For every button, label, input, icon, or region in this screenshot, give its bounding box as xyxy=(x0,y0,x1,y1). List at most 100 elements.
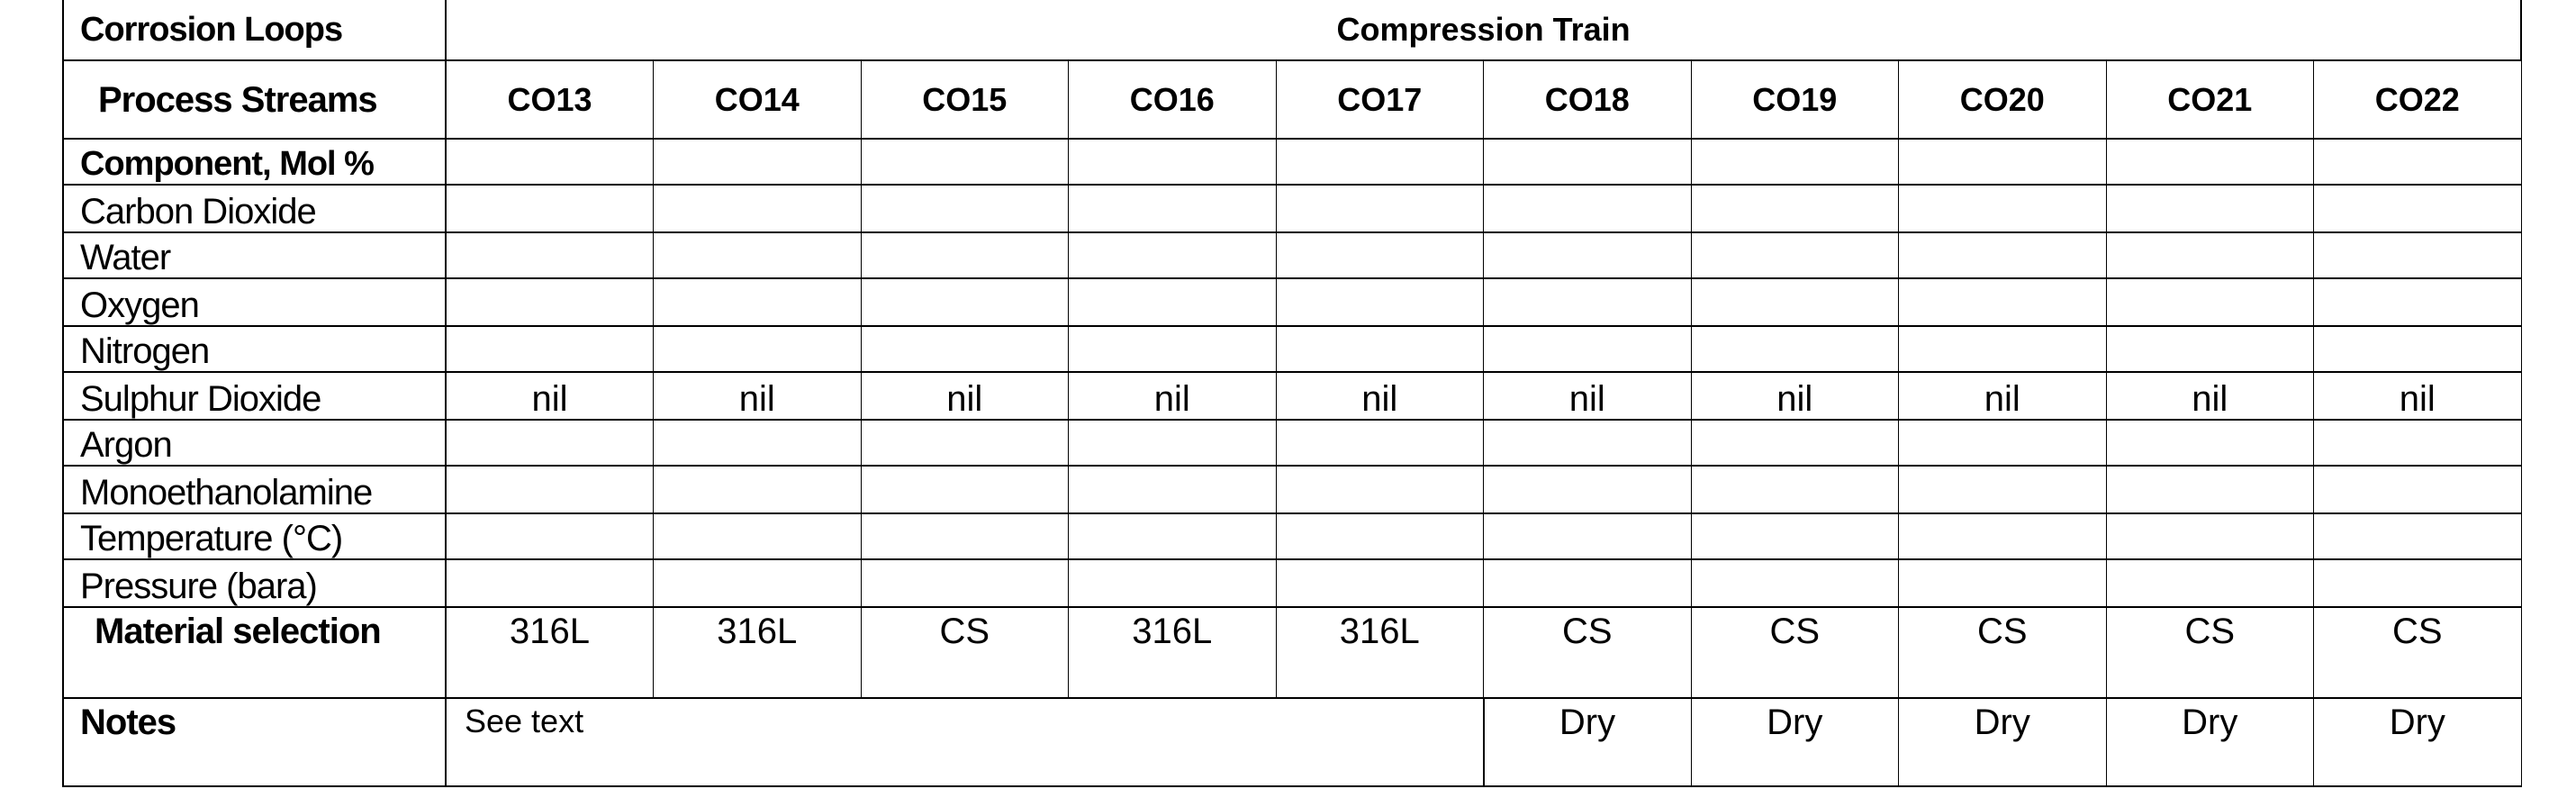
header-row-corrosion-loops: Corrosion Loops Compression Train xyxy=(62,0,2523,61)
table-cell xyxy=(653,231,862,279)
table-cell xyxy=(653,558,862,608)
corrosion-loops-table: Corrosion Loops Compression Train Proces… xyxy=(62,0,2523,787)
table-cell xyxy=(2313,419,2522,467)
stream-header-co21: CO21 xyxy=(2105,59,2314,140)
table-cell xyxy=(653,184,862,233)
table-cell xyxy=(2313,512,2522,560)
table-row: Pressure (bara) xyxy=(62,558,2522,608)
notes-cell: Dry xyxy=(1898,697,2107,787)
table-cell: nil xyxy=(2105,371,2314,421)
table-cell xyxy=(1275,138,1484,186)
table-cell xyxy=(2313,138,2522,186)
table-cell xyxy=(2105,419,2314,467)
material-cell: CS xyxy=(1483,606,1692,699)
table-cell xyxy=(445,465,654,514)
table-cell: nil xyxy=(860,371,1069,421)
table-cell xyxy=(1483,325,1692,373)
notes-row: Notes See text Dry Dry Dry Dry Dry xyxy=(62,697,2522,787)
table-cell xyxy=(1275,231,1484,279)
table-cell: nil xyxy=(445,371,654,421)
table-cell xyxy=(1483,138,1692,186)
row-label: Pressure (bara) xyxy=(62,558,447,608)
table-row: Component, Mol % xyxy=(62,138,2522,186)
table-cell: nil xyxy=(2313,371,2522,421)
table-cell xyxy=(1068,231,1277,279)
row-label: Water xyxy=(62,231,447,279)
material-cell: CS xyxy=(1690,606,1899,699)
table-cell xyxy=(445,277,654,327)
table-cell xyxy=(653,465,862,514)
table-cell xyxy=(2105,512,2314,560)
notes-cell: Dry xyxy=(2313,697,2522,787)
row-label: Monoethanolamine xyxy=(62,465,447,514)
table-cell xyxy=(860,184,1069,233)
table-cell xyxy=(1275,277,1484,327)
table-cell xyxy=(1690,558,1899,608)
material-cell: CS xyxy=(2105,606,2314,699)
table-cell: nil xyxy=(1068,371,1277,421)
table-cell xyxy=(1068,184,1277,233)
header-row-process-streams: Process Streams CO13 CO14 CO15 CO16 CO17 CO18… xyxy=(62,59,2522,140)
table-cell xyxy=(1898,325,2107,373)
stream-header-co18: CO18 xyxy=(1483,59,1692,140)
stream-header-co19: CO19 xyxy=(1690,59,1899,140)
row-label: Argon xyxy=(62,419,447,467)
table-cell xyxy=(445,558,654,608)
table-cell xyxy=(2313,558,2522,608)
row-label: Nitrogen xyxy=(62,325,447,373)
table-cell xyxy=(2105,138,2314,186)
stream-header-co17: CO17 xyxy=(1275,59,1484,140)
table-cell xyxy=(1275,184,1484,233)
table-row: Temperature (°C) xyxy=(62,512,2522,560)
table-cell xyxy=(860,277,1069,327)
table-cell xyxy=(860,419,1069,467)
material-selection-row: Material selection 316L 316L CS 316L 316L CS CS… xyxy=(62,606,2522,699)
table-cell xyxy=(1068,419,1277,467)
table-cell xyxy=(653,138,862,186)
table-cell: nil xyxy=(1275,371,1484,421)
table-row: Sulphur Dioxide nil nil nil nil nil nil nil nil n… xyxy=(62,371,2522,421)
stream-header-co13: CO13 xyxy=(445,59,654,140)
corrosion-loops-label: Corrosion Loops xyxy=(62,0,447,61)
notes-cell: Dry xyxy=(2105,697,2314,787)
table-cell xyxy=(1690,512,1899,560)
table-cell xyxy=(1690,419,1899,467)
table-cell xyxy=(1898,419,2107,467)
notes-see-text: See text xyxy=(445,697,1485,787)
table-cell xyxy=(1068,465,1277,514)
table-cell xyxy=(653,512,862,560)
table-cell xyxy=(445,184,654,233)
table-cell xyxy=(860,138,1069,186)
table-cell xyxy=(1068,325,1277,373)
table-cell xyxy=(1275,325,1484,373)
table-cell xyxy=(1690,465,1899,514)
table-cell xyxy=(653,325,862,373)
table-cell xyxy=(1275,558,1484,608)
table-cell xyxy=(1690,277,1899,327)
row-label: Oxygen xyxy=(62,277,447,327)
table-cell: nil xyxy=(653,371,862,421)
table-cell xyxy=(1068,138,1277,186)
table-cell xyxy=(2105,325,2314,373)
table-cell xyxy=(1483,512,1692,560)
material-cell: CS xyxy=(860,606,1069,699)
stream-header-co16: CO16 xyxy=(1068,59,1277,140)
table-row: Nitrogen xyxy=(62,325,2522,373)
table-cell xyxy=(2105,558,2314,608)
table-cell xyxy=(2313,184,2522,233)
table-cell xyxy=(1275,419,1484,467)
notes-label: Notes xyxy=(62,697,447,787)
material-cell: 316L xyxy=(1068,606,1277,699)
table-cell xyxy=(1483,277,1692,327)
table-cell xyxy=(1483,184,1692,233)
table-cell xyxy=(860,231,1069,279)
table-cell xyxy=(1898,138,2107,186)
table-cell xyxy=(1275,512,1484,560)
row-label: Carbon Dioxide xyxy=(62,184,447,233)
stream-header-co22: CO22 xyxy=(2313,59,2522,140)
table-cell xyxy=(860,325,1069,373)
table-cell xyxy=(2105,277,2314,327)
material-cell: 316L xyxy=(1275,606,1484,699)
table-row: Carbon Dioxide xyxy=(62,184,2522,233)
table-cell xyxy=(1690,325,1899,373)
